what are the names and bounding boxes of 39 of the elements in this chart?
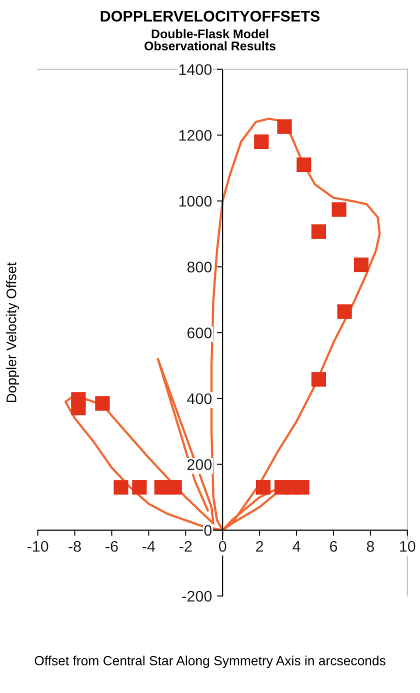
point xyxy=(337,304,352,319)
y-tick-label: 400 xyxy=(187,393,212,404)
x-tick-label: -10 xyxy=(27,540,48,552)
point xyxy=(132,480,147,495)
x-tick-label: 0 xyxy=(218,540,226,552)
x-tick-label: -4 xyxy=(142,541,156,552)
x-tick-label: -8 xyxy=(68,540,81,552)
x-tick-label: 10 xyxy=(400,540,416,552)
chart-title: DOPPLERVELOCITYOFFSETS xyxy=(100,10,320,22)
y-tick-label: 200 xyxy=(187,459,212,470)
point xyxy=(71,400,86,416)
x-tick-label: 4 xyxy=(292,541,300,552)
point xyxy=(311,372,326,387)
x-tick-label: 8 xyxy=(366,540,374,552)
point xyxy=(277,119,292,134)
point xyxy=(296,157,312,172)
y-tick-label: 0 xyxy=(204,525,212,536)
y-tick-label: 800 xyxy=(187,262,212,272)
point xyxy=(167,480,182,495)
point xyxy=(256,480,271,495)
point xyxy=(311,224,326,239)
point xyxy=(332,202,346,217)
x-tick-label: 6 xyxy=(330,540,338,552)
x-tick-label: 2 xyxy=(256,540,264,552)
y-tick-label: 1000 xyxy=(179,196,212,207)
x-axis-title: Offset from Central Star Along Symmetry Axis in arcseconds xyxy=(34,656,386,668)
y-tick-label: -200 xyxy=(182,590,212,602)
x-tick-label: -6 xyxy=(106,540,118,552)
chart-subtitle: Double-Flask Model Observational Results xyxy=(144,29,276,50)
y-tick-label: 1200 xyxy=(179,130,212,141)
point xyxy=(294,480,310,495)
x-tick-label: -2 xyxy=(180,540,192,552)
y-axis-title: Doppler Velocity Offset xyxy=(6,262,20,402)
point xyxy=(95,396,110,411)
y-tick-label: 600 xyxy=(187,328,212,338)
point xyxy=(354,258,368,272)
point xyxy=(114,480,128,495)
point xyxy=(254,134,269,149)
y-tick-label: 1400 xyxy=(179,64,212,75)
